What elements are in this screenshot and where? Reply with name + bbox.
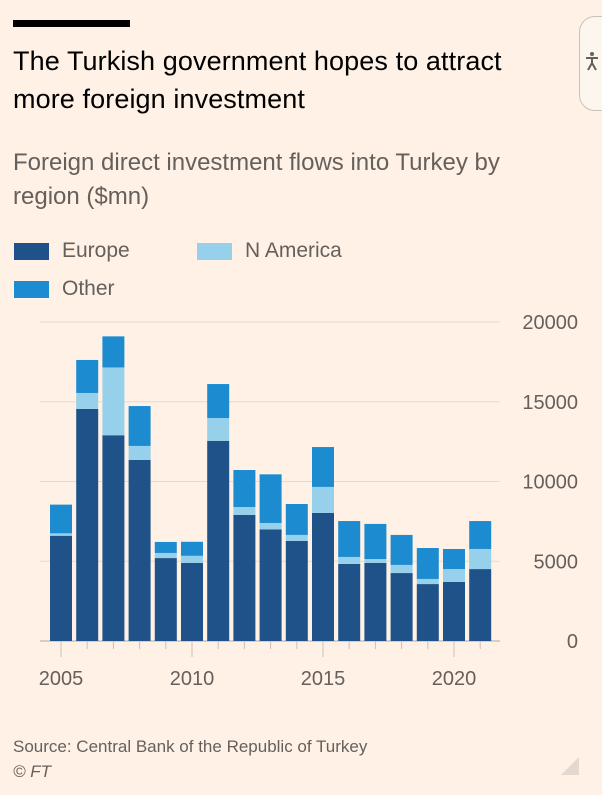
bar-segment-europe (50, 535, 72, 641)
bar-segment-other (207, 384, 230, 419)
bar-segment-other (390, 534, 413, 565)
bar-segment-europe (207, 440, 230, 641)
bar-segment-other (443, 548, 465, 570)
source-note: Source: Central Bank of the Republic of … (13, 737, 368, 756)
bar-segment-other (50, 504, 72, 534)
bar-segment-other (416, 548, 439, 579)
legend-item-other: Other (14, 277, 115, 301)
bar-segment-europe (128, 459, 151, 641)
legend-item-europe: Europe (14, 239, 130, 263)
bar-segment-n-america (207, 418, 230, 441)
bar-segment-europe (181, 562, 203, 641)
legend-label: Other (62, 277, 115, 300)
bar-segment-n-america (259, 522, 282, 530)
chart-subtitle: Foreign direct investment flows into Tur… (13, 149, 500, 210)
bar-segment-n-america (469, 548, 492, 570)
legend-label: Europe (62, 239, 130, 262)
bar-segment-europe (259, 529, 282, 641)
bar-segment-n-america (285, 534, 308, 541)
bar-segment-europe (312, 512, 334, 641)
legend: Europe N America Other (14, 239, 434, 309)
copyright: © FT (13, 762, 52, 781)
bar-segment-other (312, 447, 334, 487)
legend-swatch-n-america (197, 242, 232, 260)
bar-segment-europe (76, 408, 99, 641)
bar-segment-europe (285, 540, 308, 641)
bar-segment-europe (154, 558, 177, 641)
bar-segment-n-america (390, 564, 413, 574)
x-tick-label: 2015 (301, 668, 346, 690)
bar-segment-n-america (364, 559, 387, 564)
y-tick-label: 20000 (522, 312, 578, 334)
bar-segment-other (233, 470, 256, 508)
bar-segment-europe (364, 563, 387, 641)
x-tick-label: 2005 (39, 668, 84, 690)
y-tick-label: 0 (567, 631, 578, 653)
chart-title: The Turkish government hopes to attract … (13, 46, 502, 114)
bar-segment-europe (338, 563, 361, 641)
bar-segment-n-america (128, 445, 151, 460)
bar-segment-other (364, 523, 387, 560)
y-tick-label: 10000 (522, 472, 578, 494)
stacked-bar-chart: 0 5000 10000 15000 20000 2005 2010 2015 2020 (39, 312, 579, 690)
bar-segment-n-america (76, 392, 99, 409)
legend-item-n-america: N America (197, 239, 342, 263)
x-tick-label: 2010 (170, 668, 215, 690)
y-tick-label: 5000 (534, 551, 579, 573)
bar-segment-other (181, 541, 203, 556)
legend-label: N America (245, 239, 342, 262)
bar-segment-n-america (50, 533, 72, 536)
bar-segment-other (128, 406, 151, 446)
bar-segment-other (285, 503, 308, 535)
bar-segment-other (469, 521, 492, 549)
y-tick-label: 15000 (522, 392, 578, 414)
bar-segment-europe (102, 435, 125, 641)
legend-swatch-europe (14, 242, 49, 260)
brand-bar (13, 20, 130, 27)
x-tick-label: 2020 (432, 668, 477, 690)
bar-segment-europe (390, 573, 413, 641)
accessibility-button[interactable] (579, 16, 602, 111)
bar-segment-other (154, 541, 177, 553)
bar-segment-n-america (312, 486, 334, 513)
bar-segment-other (102, 336, 125, 368)
bar-segment-other (76, 359, 99, 393)
legend-swatch-other (14, 280, 49, 298)
bar-segment-n-america (338, 556, 361, 564)
bar-segment-n-america (154, 552, 177, 559)
bar-segment-n-america (443, 569, 465, 582)
bar-segment-europe (233, 514, 256, 641)
bar-segment-other (338, 521, 361, 557)
bar-segment-n-america (181, 555, 203, 563)
bar-segment-other (259, 474, 282, 523)
resize-handle[interactable] (561, 757, 579, 775)
bar-segment-europe (443, 581, 465, 641)
bar-segment-n-america (233, 507, 256, 515)
bar-segment-n-america (416, 578, 439, 585)
bar-segment-europe (469, 569, 492, 641)
bar-segment-n-america (102, 367, 125, 436)
accessibility-icon (585, 51, 599, 76)
bar-segment-europe (416, 584, 439, 641)
